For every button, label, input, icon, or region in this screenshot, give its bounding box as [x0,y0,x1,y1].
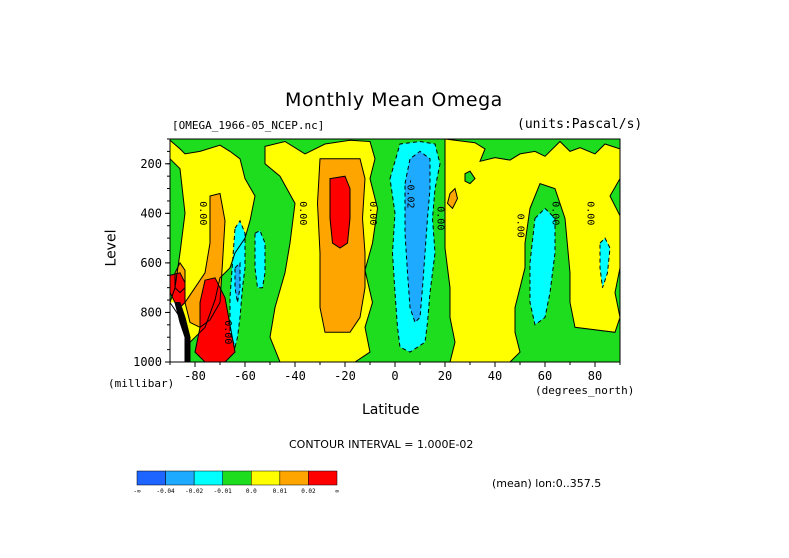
contour-line-1 [170,139,256,344]
contour-region-12 [255,230,265,288]
x-tick-label-5: 20 [438,369,452,383]
y-axis-unit: (millibar) [108,377,175,390]
mean-label: (mean) lon:0..357.5 [492,477,602,490]
contour-line-8 [329,175,351,249]
y-axis-ticks: 200 400 600 800 1000 [133,138,170,369]
colorbar-swatch-5 [279,470,309,486]
contour-interval-label: CONTOUR INTERVAL = 1.000E-02 [289,438,474,451]
contour-region-3 [445,139,620,362]
contour-line-16 [404,150,431,324]
chart-title: Monthly Mean Omega [285,89,503,111]
colorbar-swatch-2 [193,470,223,486]
y-axis-label: Level [103,229,120,267]
contour-line-15 [599,237,611,288]
y-tick-label-0: 200 [140,157,162,171]
contour-line-5 [316,158,366,333]
colorbar-level-label-6: 0.02 [301,488,316,495]
contour-line-3 [444,139,620,362]
contour-region-8 [330,176,350,248]
contour-label-layer: 0.00 0.00 0.00 -0.02 0.00 0.00 0.00 0.00 0.00 [197,178,596,344]
contour-region-14 [530,208,555,325]
y-tick-label-2: 600 [140,256,162,270]
contour-value-label-0: 0.00 [197,201,208,225]
colorbar-level-label-2: -0.02 [185,488,203,495]
file-label: [OMEGA_1966-05_NCEP.nc] [172,119,325,132]
contour-value-label-4: 0.00 [435,206,446,230]
y-tick-label-3: 800 [140,305,162,319]
contour-value-label-5: 0.00 [514,214,525,238]
x-tick-label-0: -80 [184,369,206,383]
contour-line-17 [234,261,241,303]
contour-line-layer [170,139,620,362]
contour-line-6 [446,187,459,210]
contour-line-18 [464,170,476,185]
colorbar-swatch-3 [222,470,252,486]
x-tick-label-7: 60 [538,369,552,383]
x-tick-label-4: 0 [391,369,398,383]
contour-value-label-3: -0.02 [404,178,415,208]
y-tick-label-4: 1000 [133,355,162,369]
y-tick-label-1: 400 [140,206,162,220]
colorbar-level-label-4: 0.0 [246,488,257,495]
contour-line-2 [264,139,379,362]
contour-line-14 [529,207,556,326]
colorbar: -∞ -0.04 -0.02 -0.01 0.0 0.01 0.02 ∞ [133,470,339,495]
contour-line-10 [170,272,186,309]
x-axis-ticks: -80 -60 -40 -20 0 20 40 60 80 [169,362,621,383]
x-axis-label: Latitude [362,402,420,418]
colorbar-level-label-5: 0.01 [273,488,288,495]
colorbar-swatch-1 [165,470,195,486]
x-tick-label-6: 40 [488,369,502,383]
colorbar-level-label-0: -∞ [133,488,141,495]
x-tick-label-8: 80 [588,369,602,383]
colorbar-swatch-0 [136,470,166,486]
colorbar-level-label-3: -0.01 [214,488,232,495]
x-axis-unit: (degrees_north) [535,384,635,397]
contour-fill-layer [170,139,620,362]
contour-line-12 [254,230,266,289]
colorbar-level-label-7: ∞ [335,488,339,495]
contour-region-16 [405,151,430,323]
contour-region-19 [170,302,185,362]
contour-value-label-1: 0.00 [297,201,308,225]
contour-line-20 [174,302,191,362]
contour-value-label-6: 0.00 [549,201,560,225]
x-tick-label-1: -60 [234,369,256,383]
colorbar-swatch-4 [251,470,281,486]
units-label: (units:Pascal/s) [517,117,643,132]
colorbar-level-label-1: -0.04 [157,488,175,495]
contour-region-15 [600,238,610,288]
contour-value-label-8: 0.00 [222,320,233,344]
contour-value-label-7: 0.00 [584,201,595,225]
contour-line-9 [194,277,236,362]
colorbar-swatch-6 [308,470,338,486]
x-tick-label-2: -40 [284,369,306,383]
x-tick-label-3: -20 [334,369,356,383]
contour-value-label-2: 0.00 [367,201,378,225]
